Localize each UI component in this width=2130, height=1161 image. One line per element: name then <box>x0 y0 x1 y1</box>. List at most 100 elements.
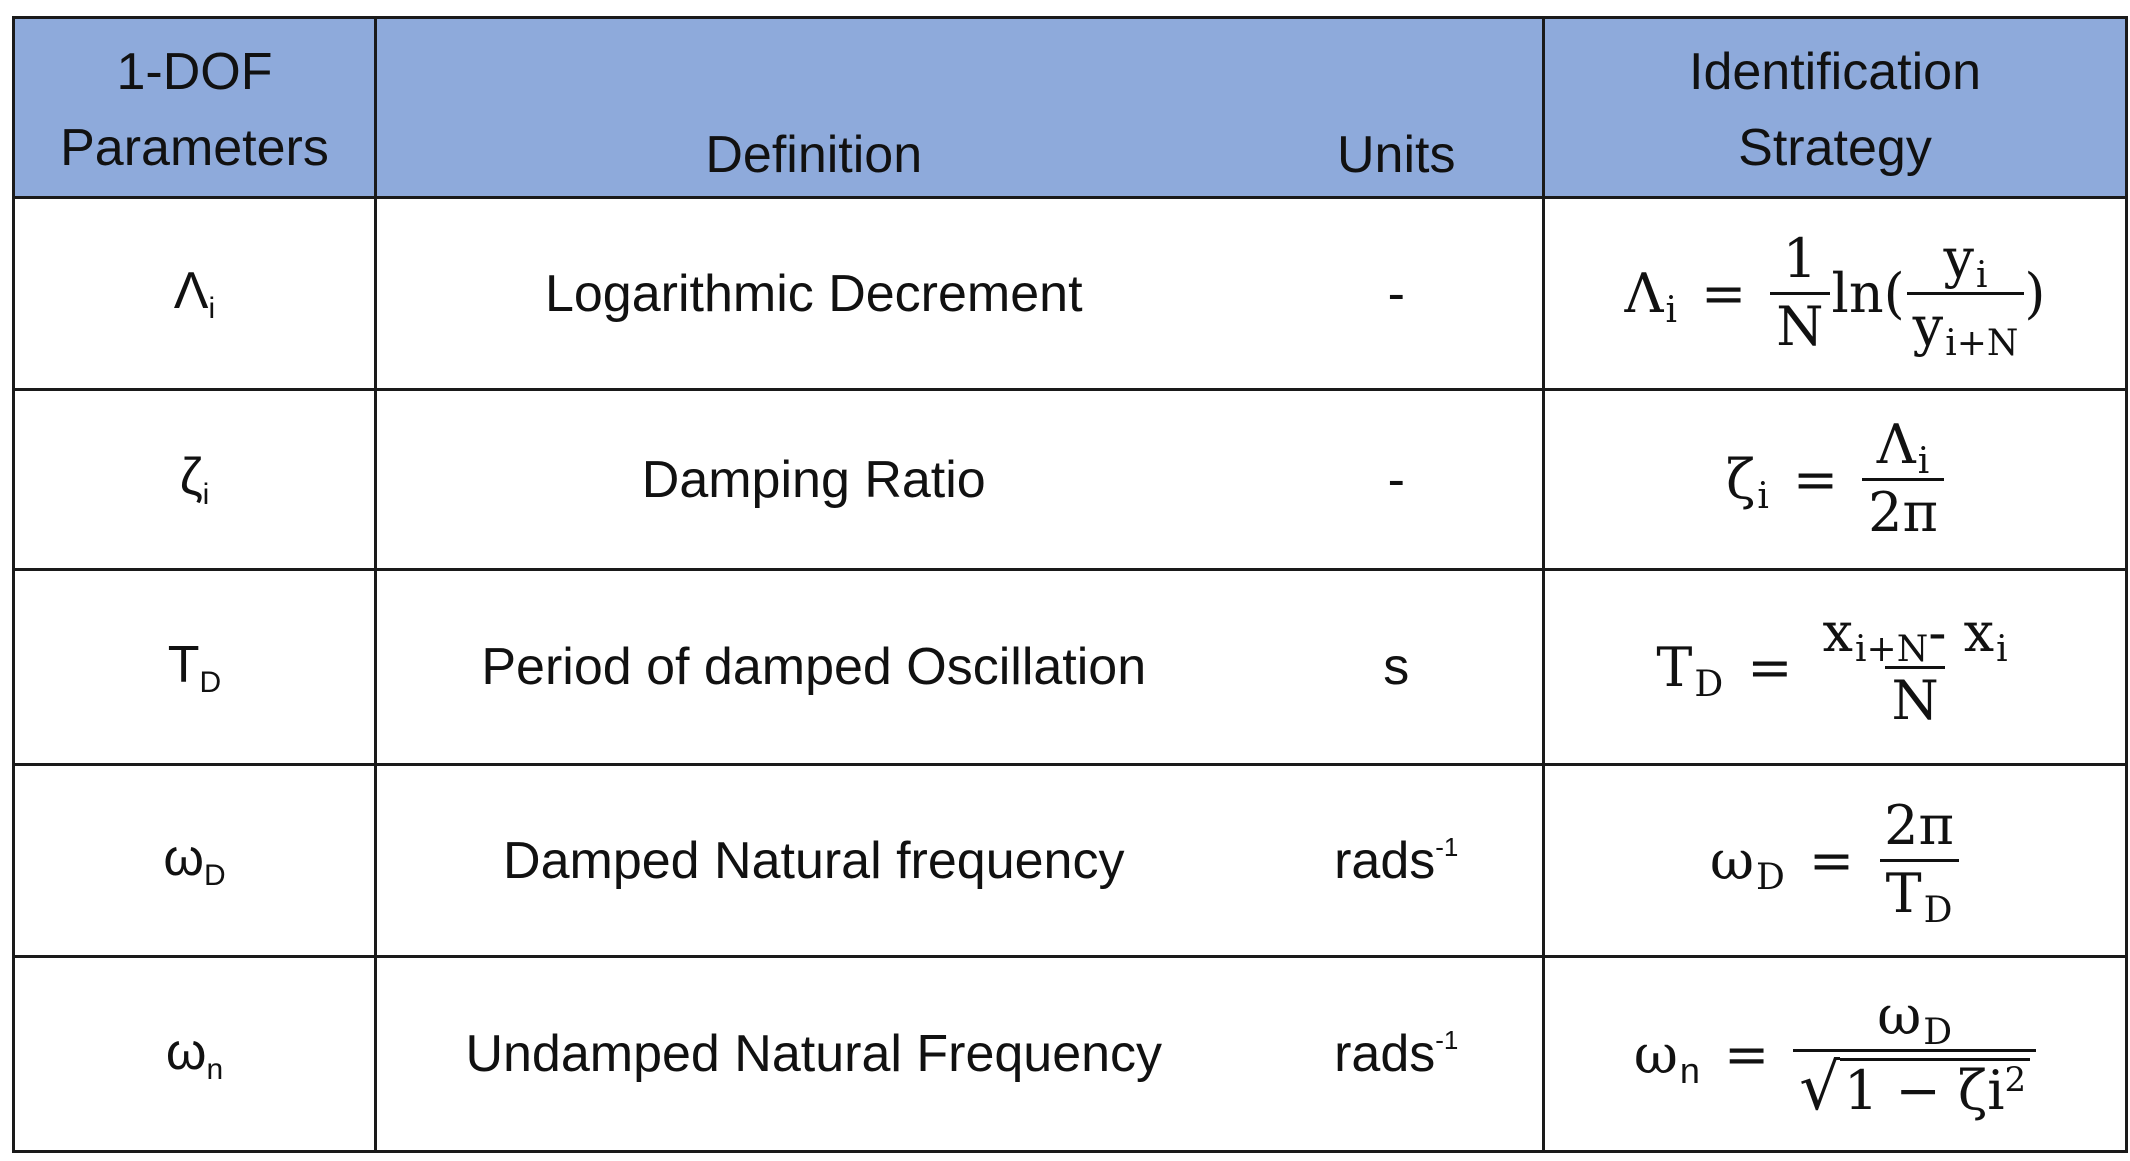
units-cell: rads-1 <box>1250 763 1545 958</box>
numerator-term-b-sub: i <box>1996 628 2008 670</box>
units-superscript: -1 <box>1435 831 1459 862</box>
fraction-numerator: 2π <box>1884 794 1955 858</box>
fraction-numerator: y <box>1943 227 1975 291</box>
param-cell: Λi <box>12 196 377 391</box>
numerator-term-a-sub: i+N <box>1855 628 1929 670</box>
header-row: 1-DOF Parameters Definition Units Identi… <box>12 16 2128 199</box>
fraction-denominator: N <box>1885 665 1945 730</box>
fraction: 1 N <box>1770 227 1830 356</box>
definition-cell: Damped Natural frequency <box>374 763 1251 958</box>
units-base: rads <box>1334 1025 1436 1083</box>
parameters-table: 1-DOF Parameters Definition Units Identi… <box>12 16 2128 1153</box>
units-cell: - <box>1250 388 1545 571</box>
formula-equals: = <box>1701 262 1747 325</box>
param-cell: ωD <box>12 763 377 958</box>
radicand-term-b: ζi <box>1957 1059 2005 1123</box>
numerator-term-a: x <box>1822 600 1854 664</box>
param-symbol: ω <box>163 829 204 887</box>
fraction-denominator: y <box>1912 295 1944 358</box>
header-strategy-line1: Identification <box>1689 43 1981 102</box>
definition-cell: Undamped Natural Frequency <box>374 955 1251 1153</box>
formula-equals: = <box>1792 448 1839 511</box>
formula-lhs: ω <box>1709 829 1755 892</box>
formula-lhs-sub: i <box>1757 476 1769 517</box>
param-symbol: T <box>167 635 200 694</box>
formula-lhs: ω <box>1633 1022 1678 1086</box>
fraction-denominator: N <box>1770 292 1830 356</box>
fraction: yi yi+N <box>1906 230 2025 362</box>
fraction: ωD √ 1 − ζi2 <box>1793 987 2037 1125</box>
numerator-sub: D <box>1923 1012 1953 1054</box>
numerator-sub: i <box>1917 441 1930 483</box>
param-subscript: D <box>203 859 226 892</box>
formula-equals: = <box>1747 635 1793 699</box>
definition-cell: Damping Ratio <box>374 388 1251 571</box>
fraction-numerator: 1 <box>1782 227 1818 291</box>
formula-equals: = <box>1723 1022 1770 1086</box>
formula-lhs: ζ <box>1726 448 1756 511</box>
param-subscript: n <box>206 1052 224 1086</box>
numerator-sub: i <box>1976 255 1988 297</box>
fraction-denominator: 2π <box>1862 478 1944 542</box>
header-parameters: 1-DOF Parameters <box>12 16 377 199</box>
header-identification-strategy: Identification Strategy <box>1542 16 2128 199</box>
formula-lhs-sub: D <box>1756 857 1785 898</box>
denominator-sub: D <box>1923 890 1953 931</box>
param-cell: ζi <box>12 388 377 571</box>
param-subscript: D <box>199 665 222 699</box>
units-base: rads <box>1334 831 1436 890</box>
param-cell: TD <box>12 568 377 766</box>
param-symbol: Λ <box>173 262 209 320</box>
formula-lhs-sub: D <box>1694 663 1724 705</box>
formula-lhs: T <box>1656 635 1693 699</box>
units-cell: - <box>1250 196 1545 391</box>
denominator-sub: i+N <box>1945 323 2019 364</box>
units-superscript: -1 <box>1435 1025 1459 1055</box>
param-subscript: i <box>208 292 216 325</box>
definition-cell: Logarithmic Decrement <box>374 196 1251 391</box>
header-units: Units <box>1250 16 1545 199</box>
param-symbol: ω <box>165 1022 207 1081</box>
header-strategy-line2: Strategy <box>1738 118 1932 177</box>
fraction-denominator: T <box>1885 862 1922 925</box>
fraction: xi+N- xi N <box>1817 604 2014 730</box>
header-parameters-line2: Parameters <box>60 118 329 177</box>
formula-ln: ln( <box>1831 262 1905 325</box>
radicand-term-a: 1 − <box>1843 1059 1958 1123</box>
param-symbol: ζ <box>179 448 203 506</box>
square-root: √ 1 − ζi2 <box>1799 1050 2031 1125</box>
formula-lhs-sub: i <box>1665 290 1678 331</box>
formula-lhs-sub: n <box>1679 1049 1700 1091</box>
formula-lhs: Λ <box>1624 262 1664 325</box>
definition-cell: Period of damped Oscillation <box>374 568 1251 766</box>
radicand-exponent: 2 <box>2004 1060 2027 1101</box>
param-cell: ωn <box>12 955 377 1153</box>
numerator-operator: - <box>1928 600 1964 664</box>
formula-equals: = <box>1808 829 1855 892</box>
formula-close-paren: ) <box>2024 262 2046 325</box>
fraction-numerator: ω <box>1877 984 1922 1048</box>
units-cell: rads-1 <box>1250 955 1545 1153</box>
fraction: 2π TD <box>1878 794 1960 929</box>
header-definition: Definition <box>374 16 1251 199</box>
param-subscript: i <box>202 478 210 511</box>
fraction-numerator: Λ <box>1876 413 1916 477</box>
radical-sign: √ <box>1799 1050 1840 1125</box>
header-parameters-line1: 1-DOF <box>116 43 273 102</box>
numerator-term-b: x <box>1963 600 1995 664</box>
